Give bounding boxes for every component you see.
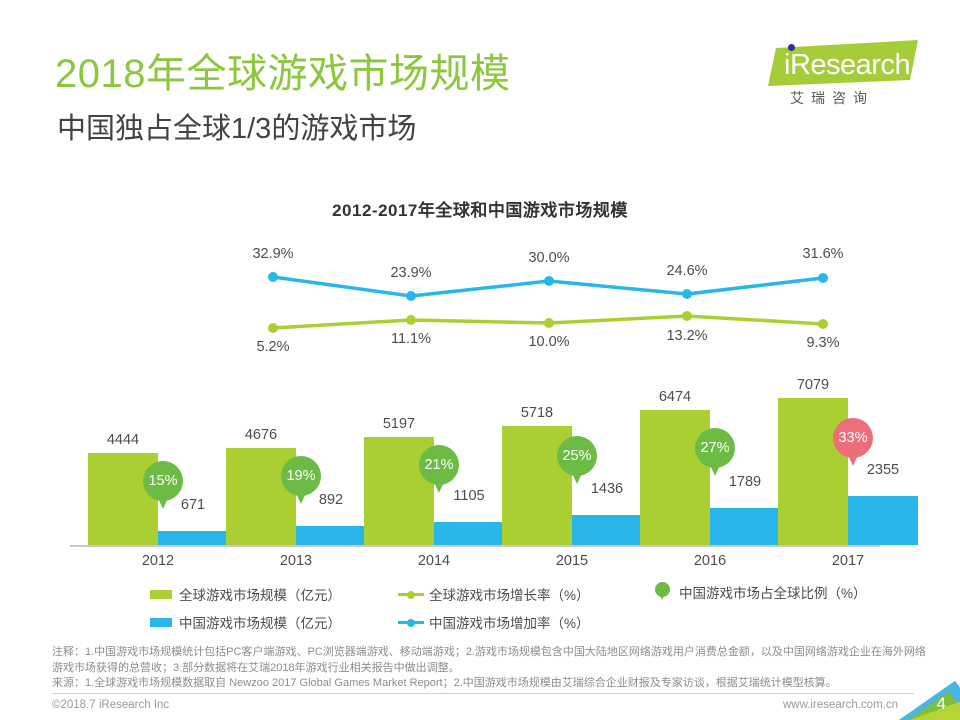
bar-value-global-2012: 4444 [106,432,140,448]
china-growth-point [818,273,828,283]
bar-value-global-2017: 7079 [796,377,830,393]
logo-word-i: i [784,49,790,81]
chart-legend: 全球游戏市场规模（亿元） 中国游戏市场规模（亿元） 全球游戏市场增长率（%） 中… [150,580,870,632]
x-axis-label-2016: 2016 [693,553,727,569]
china-growth-line [271,275,825,298]
china-growth-point [682,289,692,299]
x-axis-label-2014: 2014 [417,553,451,569]
badge-share-2014-label: 21% [424,457,454,473]
badge-share-2013: 19% [281,456,321,504]
notes-divider [52,693,914,694]
legend-item-global-size: 全球游戏市场规模（亿元） [150,584,341,604]
china-growth-point [544,276,554,286]
x-axis-label-2012: 2012 [141,553,175,569]
global-growth-label: 10.0% [528,334,570,350]
logo-shape-icon [768,40,918,86]
badge-share-2017: 33% [833,418,873,466]
iresearch-logo: iResearch 艾瑞咨询 [768,40,918,112]
global-growth-line [271,314,825,330]
legend-line-green-icon [398,589,424,599]
logo-i-dot-icon [788,44,795,51]
bar-value-china-2016: 1789 [728,474,762,490]
bar-value-china-2013: 892 [318,492,344,508]
bar-value-global-2016: 6474 [658,389,692,405]
global-growth-label: 9.3% [806,335,840,351]
badge-share-2014: 21% [419,445,459,493]
legend-item-china-share: 中国游戏市场占全球比例（%） [654,582,867,602]
page-number: 4 [936,694,946,713]
china-growth-label: 23.9% [390,265,432,281]
note-line-3: 来源：1.全球游戏市场规模数据取自 Newzoo 2017 Global Gam… [52,677,837,689]
bar-value-global-2013: 4676 [244,427,278,443]
footer-copyright: ©2018.7 iResearch Inc [52,699,170,711]
badge-share-2016-label: 27% [700,440,730,456]
legend-label-global-growth: 全球游戏市场增长率（%） [429,588,590,603]
bar-value-china-2015: 1436 [590,481,624,497]
bar-global-2016 [640,410,710,545]
bar-china-2014 [434,522,504,545]
global-growth-point [818,319,828,329]
x-axis-label-2013: 2013 [279,553,313,569]
badge-share-2015: 25% [557,436,597,484]
bar-value-global-2015: 5718 [520,405,554,421]
logo-wordmark: iResearch [784,49,911,81]
global-growth-point [682,311,692,321]
badge-share-2012-label: 15% [148,473,178,489]
note-line-2: 游戏市场获得的总营收；3.部分数据将在艾瑞2018年游戏行业相关报告中做出调整。 [52,661,460,674]
legend-item-global-growth: 全球游戏市场增长率（%） [398,584,590,604]
note-line-1: 注释：1.中国游戏市场规模统计包括PC客户端游戏、PC浏览器端游戏、移动端游戏；… [52,646,926,658]
page-corner-decoration: 4 [864,648,960,720]
bar-value-china-2014: 1105 [453,488,485,504]
china-growth-point [268,272,278,282]
badge-share-2017-label: 33% [838,430,868,446]
bar-china-2016 [710,508,780,545]
china-growth-label: 30.0% [528,250,570,266]
legend-item-china-growth: 中国游戏市场增加率（%） [398,612,590,632]
chart-title: 2012-2017年全球和中国游戏市场规模 [332,201,628,220]
chart-notes: 注释：1.中国游戏市场规模统计包括PC客户端游戏、PC浏览器端游戏、移动端游戏；… [52,645,926,692]
footer-website: www.iresearch.com.cn [782,699,898,711]
bar-global-2017 [778,398,848,545]
legend-pin-green-icon [654,582,672,602]
bar-china-2013 [296,526,366,545]
china-growth-label: 24.6% [666,263,708,279]
legend-label-china-growth: 中国游戏市场增加率（%） [429,616,590,631]
legend-label-china-share: 中国游戏市场占全球比例（%） [679,586,867,601]
legend-swatch-blue-icon [150,617,172,627]
legend-swatch-green-icon [150,589,172,599]
bar-value-global-2014: 5197 [382,416,416,432]
page-title: 2018年全球游戏市场规模 [55,52,511,96]
bar-china-2017 [848,496,918,545]
global-growth-label: 13.2% [666,328,708,344]
x-axis-label-2017: 2017 [831,553,865,569]
logo-chinese-name: 艾瑞咨询 [790,90,874,106]
global-growth-point [268,323,278,333]
china-growth-label: 32.9% [252,246,294,262]
bar-value-china-2017: 2355 [866,462,900,478]
global-growth-point [406,315,416,325]
bar-china-2012 [158,531,228,545]
china-growth-label: 31.6% [802,246,844,262]
legend-label-china-size: 中国游戏市场规模（亿元） [179,616,341,631]
bar-china-2015 [572,515,642,545]
bar-value-china-2012: 671 [180,497,206,513]
x-axis-label-2015: 2015 [555,553,589,569]
global-growth-label: 5.2% [256,339,290,355]
legend-item-china-size: 中国游戏市场规模（亿元） [150,612,341,632]
x-axis-line [70,545,880,547]
china-growth-point [406,291,416,301]
page-subtitle: 中国独占全球1/3的游戏市场 [57,113,417,145]
badge-share-2013-label: 19% [286,468,316,484]
badge-share-2012: 15% [143,461,183,509]
legend-label-global-size: 全球游戏市场规模（亿元） [179,588,341,603]
logo-word-research: Research [789,49,911,81]
global-growth-point [544,318,554,328]
global-growth-label: 11.1% [390,331,432,347]
legend-line-blue-icon [398,617,424,627]
badge-share-2016: 27% [695,428,735,476]
badge-share-2015-label: 25% [562,448,592,464]
